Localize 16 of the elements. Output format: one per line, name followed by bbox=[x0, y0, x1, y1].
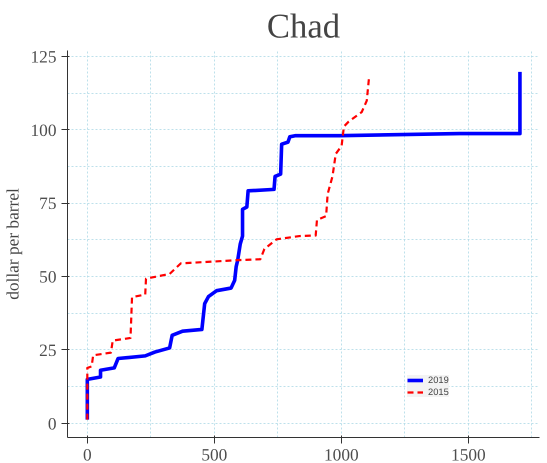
y-tick-label: 0 bbox=[48, 414, 57, 434]
x-tick-label: 0 bbox=[82, 446, 92, 463]
x-tick-label: 1000 bbox=[324, 446, 359, 463]
y-tick-label: 75 bbox=[39, 194, 56, 214]
legend-label: 2015 bbox=[428, 387, 449, 397]
chart-title: Chad bbox=[266, 8, 340, 46]
x-tick-label: 500 bbox=[201, 446, 228, 463]
y-tick-label: 50 bbox=[39, 268, 56, 287]
line-series bbox=[86, 76, 370, 421]
y-tick-label: 25 bbox=[39, 341, 56, 360]
line-series bbox=[86, 70, 522, 422]
x-tick-label: 1500 bbox=[451, 446, 486, 463]
y-axis-title: dollar per barrel bbox=[4, 188, 23, 300]
legend-label: 2019 bbox=[428, 375, 449, 385]
y-tick-label: 100 bbox=[30, 120, 57, 140]
y-tick-label: 125 bbox=[30, 47, 57, 66]
